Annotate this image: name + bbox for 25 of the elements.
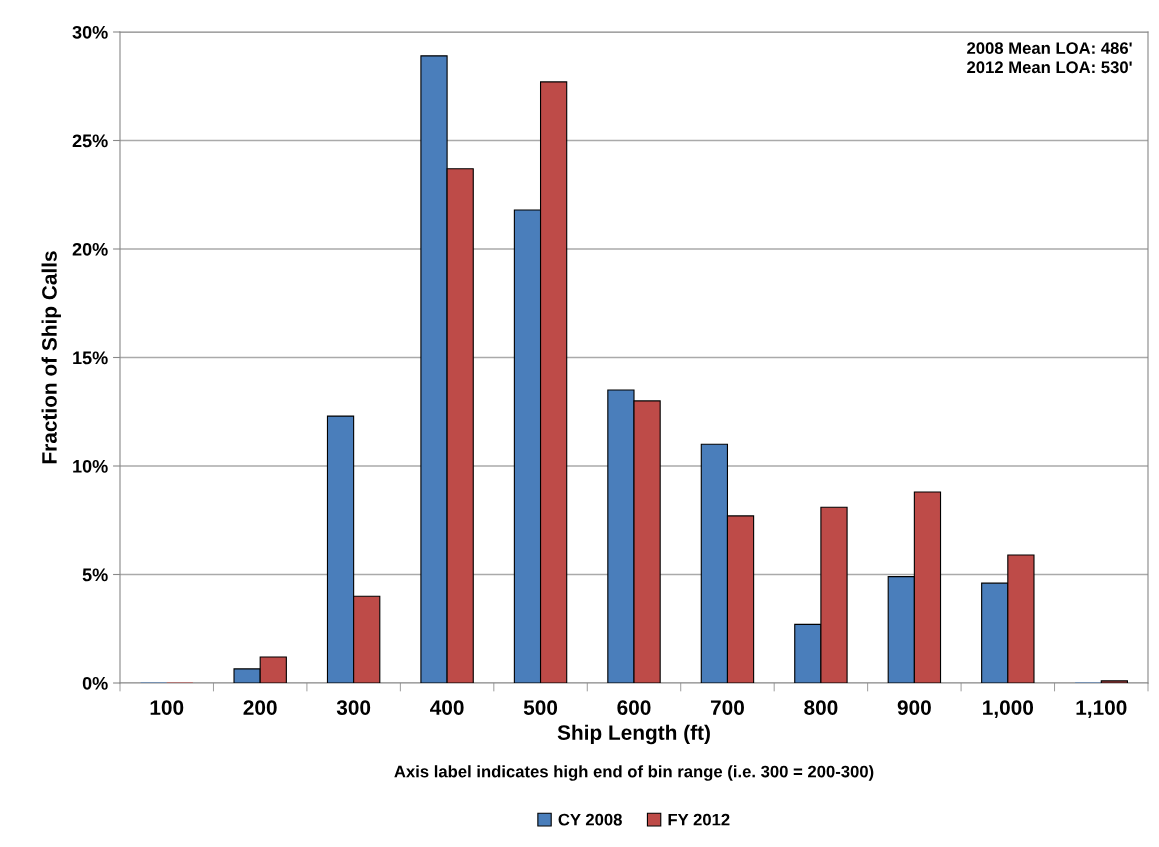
x-tick-label: 600: [617, 700, 651, 715]
x-tick-label: 700: [710, 700, 744, 715]
x-tick-label: 300: [336, 700, 371, 715]
x-tick-label: 500: [523, 700, 558, 715]
x-tick-label: 800: [804, 700, 838, 715]
y-tick-label: 15%: [73, 351, 108, 365]
y-axis-title: Fraction of Ship Calls: [41, 251, 61, 464]
y-tick-label: 0%: [82, 676, 108, 690]
y-tick-label: 10%: [73, 459, 108, 473]
y-tick-label: 25%: [72, 134, 108, 148]
legend-label: FY 2012: [668, 813, 730, 826]
x-tick-label: 1,100: [1076, 700, 1127, 718]
x-tick-label: 400: [430, 700, 464, 715]
y-tick-label: 20%: [72, 242, 108, 256]
x-tick-label: 200: [243, 700, 277, 715]
text: Axis label indicates high end of bin range (i.e. 300 = 200-300): [394, 765, 874, 781]
bar: [1100, 680, 1128, 683]
x-tick-label: 1,000: [983, 700, 1034, 718]
annotation: 2008 Mean LOA: 486' 2012 Mean LOA: 530': [967, 42, 1132, 74]
y-tick-label: 30%: [72, 25, 108, 39]
x-tick-label: 900: [897, 700, 931, 715]
legend-label: CY 2008: [558, 813, 622, 826]
x-axis-title: Ship Length (ft): [557, 724, 710, 745]
y-tick-label: 5%: [82, 568, 108, 582]
x-tick-label: 100: [150, 700, 184, 715]
